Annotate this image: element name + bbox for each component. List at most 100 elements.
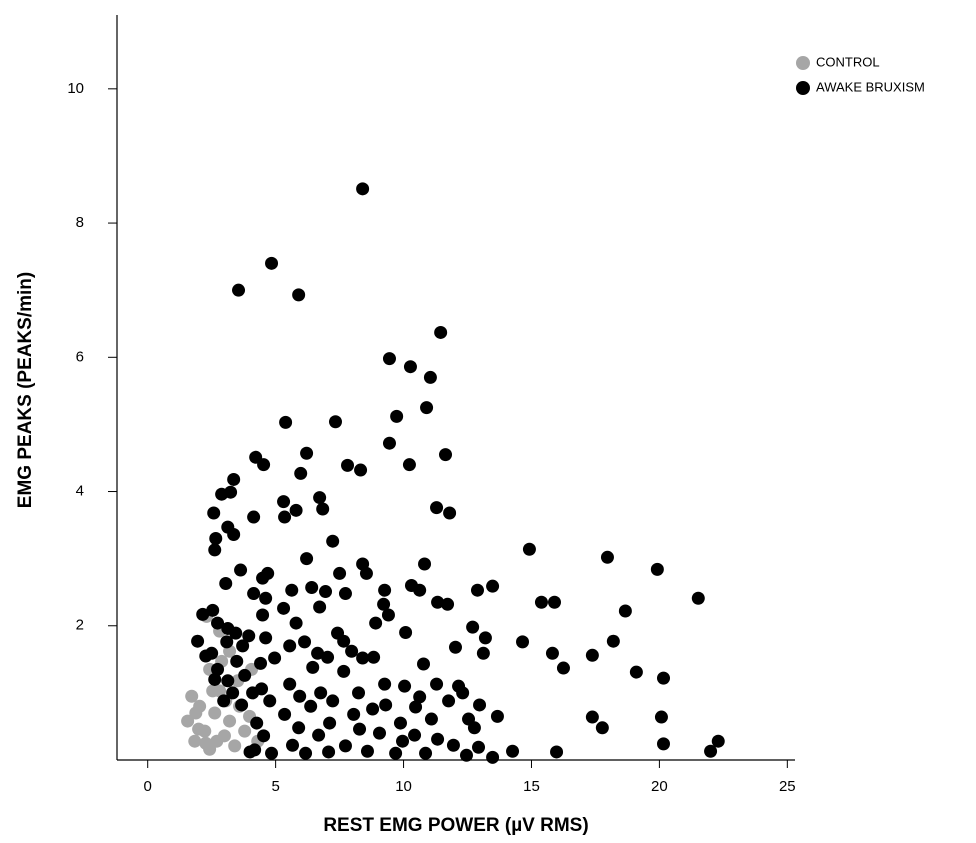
point [413,690,427,704]
point [238,724,252,738]
point [359,566,373,580]
point [319,585,333,599]
point [185,689,199,703]
point [278,707,292,721]
point [313,600,327,614]
point [247,510,261,524]
point [466,620,480,634]
point [314,686,328,700]
point [217,694,231,708]
point [277,601,291,615]
point [393,716,407,730]
point [283,677,297,691]
point [443,506,457,520]
point [486,750,500,764]
point [232,283,246,297]
point [704,744,718,758]
point [356,651,370,665]
legend-label: CONTROL [816,54,880,69]
point [211,616,225,630]
point [322,745,336,759]
point [618,604,632,618]
point [345,644,359,658]
point [434,325,448,339]
point [294,466,308,480]
point [206,603,220,617]
point [338,587,352,601]
point [268,651,282,665]
point [337,664,351,678]
point [304,699,318,713]
point [189,706,203,720]
point [409,700,423,714]
point [402,458,416,472]
point [238,668,252,682]
point [377,597,391,611]
point [246,686,260,700]
point [356,182,370,196]
point [256,571,270,585]
legend-label: AWAKE BRUXISM [816,79,925,94]
point [430,501,444,515]
point [430,677,444,691]
point [243,745,257,759]
y-tick-label: 8 [76,214,84,231]
point [257,729,271,743]
point [424,712,438,726]
point [191,634,205,648]
point [259,631,273,645]
point [396,734,410,748]
legend-marker [796,81,810,95]
point [208,706,222,720]
point [298,635,312,649]
point [256,608,270,622]
point [209,532,223,546]
point [417,657,431,671]
point [199,736,213,750]
point [277,495,291,509]
point [490,709,504,723]
point [418,557,432,571]
point [360,744,374,758]
point [373,726,387,740]
point [236,639,250,653]
point [227,472,241,486]
point [278,510,292,524]
point [629,665,643,679]
point [337,634,351,648]
point [323,716,337,730]
point [226,686,240,700]
point [208,672,222,686]
point [306,660,320,674]
point [333,566,347,580]
point [293,689,307,703]
point [711,734,725,748]
point [235,698,249,712]
point [279,415,293,429]
point [420,401,434,415]
point [250,716,264,730]
point [470,583,484,597]
point [347,707,361,721]
point [476,646,490,660]
point [381,608,395,622]
point [585,710,599,724]
y-tick-label: 4 [76,483,84,500]
point [656,671,670,685]
point [556,661,570,675]
point [379,698,393,712]
point [234,563,248,577]
point [399,625,413,639]
point [378,677,392,691]
point [211,662,225,676]
point [691,591,705,605]
point [534,595,548,609]
point [206,684,220,698]
point [403,360,417,374]
point [221,674,235,688]
x-tick-label: 15 [523,778,540,795]
point [367,650,381,664]
point [369,616,383,630]
point [196,607,210,621]
point [650,562,664,576]
